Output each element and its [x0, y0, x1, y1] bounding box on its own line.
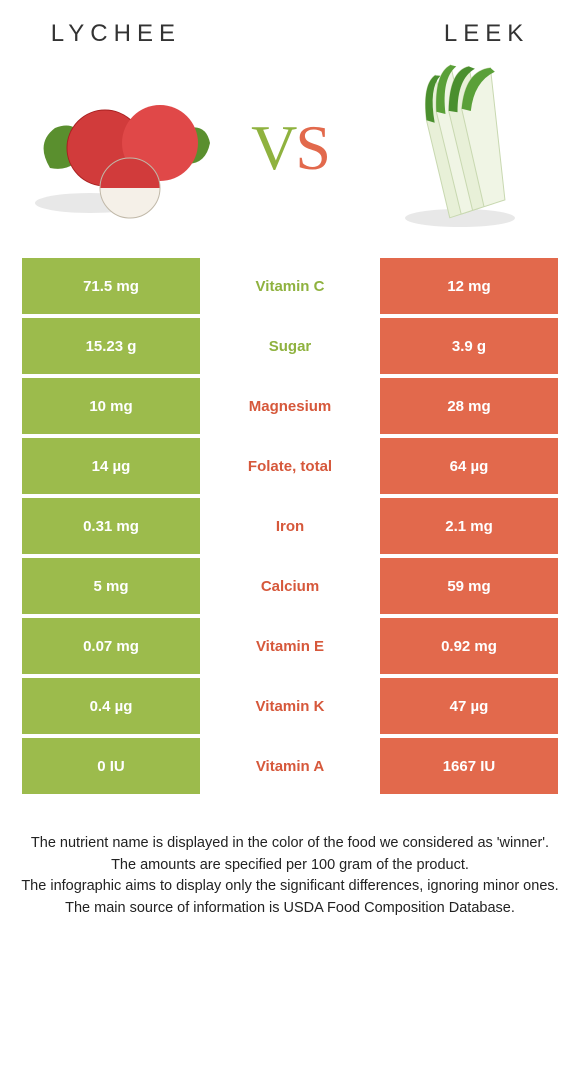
nutrient-label: Vitamin A	[200, 738, 380, 794]
nutrient-label: Magnesium	[200, 378, 380, 434]
table-row: 71.5 mgVitamin C12 mg	[22, 258, 558, 314]
right-value: 0.92 mg	[380, 618, 558, 674]
nutrient-label: Vitamin K	[200, 678, 380, 734]
left-value: 0 IU	[22, 738, 200, 794]
infographic: Lychee Leek VS	[0, 0, 580, 918]
right-value: 3.9 g	[380, 318, 558, 374]
left-value: 14 µg	[22, 438, 200, 494]
left-value: 0.4 µg	[22, 678, 200, 734]
footer-line: The main source of information is USDA F…	[18, 899, 562, 919]
left-value: 0.07 mg	[22, 618, 200, 674]
nutrient-label: Vitamin E	[200, 618, 380, 674]
table-row: 15.23 gSugar3.9 g	[22, 318, 558, 374]
table-row: 0.31 mgIron2.1 mg	[22, 498, 558, 554]
nutrient-label: Folate, total	[200, 438, 380, 494]
left-value: 0.31 mg	[22, 498, 200, 554]
footer-line: The infographic aims to display only the…	[18, 877, 562, 897]
nutrient-label: Vitamin C	[200, 258, 380, 314]
footer-line: The nutrient name is displayed in the co…	[18, 834, 562, 854]
right-food-title: Leek	[444, 20, 529, 48]
vs-label: VS	[251, 111, 329, 185]
images-row: VS	[0, 58, 580, 258]
table-row: 0.4 µgVitamin K47 µg	[22, 678, 558, 734]
right-value: 64 µg	[380, 438, 558, 494]
table-row: 0.07 mgVitamin E0.92 mg	[22, 618, 558, 674]
left-value: 71.5 mg	[22, 258, 200, 314]
table-row: 10 mgMagnesium28 mg	[22, 378, 558, 434]
table-row: 14 µgFolate, total64 µg	[22, 438, 558, 494]
right-value: 28 mg	[380, 378, 558, 434]
right-value: 47 µg	[380, 678, 558, 734]
right-value: 2.1 mg	[380, 498, 558, 554]
header: Lychee Leek	[0, 0, 580, 58]
left-value: 15.23 g	[22, 318, 200, 374]
vs-v: V	[251, 112, 295, 183]
left-value: 10 mg	[22, 378, 200, 434]
right-value: 1667 IU	[380, 738, 558, 794]
left-food-title: Lychee	[51, 20, 181, 48]
right-value: 59 mg	[380, 558, 558, 614]
left-value: 5 mg	[22, 558, 200, 614]
nutrient-label: Calcium	[200, 558, 380, 614]
nutrient-label: Sugar	[200, 318, 380, 374]
leek-icon	[355, 68, 555, 228]
right-value: 12 mg	[380, 258, 558, 314]
footer-notes: The nutrient name is displayed in the co…	[0, 834, 580, 918]
vs-s: S	[295, 112, 329, 183]
footer-line: The amounts are specified per 100 gram o…	[18, 856, 562, 876]
nutrient-label: Iron	[200, 498, 380, 554]
lychee-icon	[25, 68, 225, 228]
comparison-table: 71.5 mgVitamin C12 mg15.23 gSugar3.9 g10…	[22, 258, 558, 794]
table-row: 5 mgCalcium59 mg	[22, 558, 558, 614]
table-row: 0 IUVitamin A1667 IU	[22, 738, 558, 794]
